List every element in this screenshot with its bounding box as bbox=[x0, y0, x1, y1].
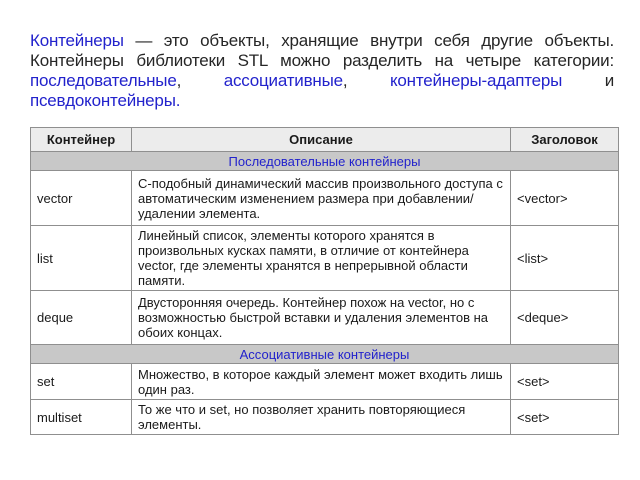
cell-container-name: list bbox=[30, 225, 132, 291]
col-header-container: Контейнер bbox=[30, 127, 132, 152]
section-row-sequential: Последовательные контейнеры bbox=[30, 151, 619, 171]
cell-header-file: <list> bbox=[510, 225, 619, 291]
intro-conjunction: и bbox=[562, 71, 615, 90]
table-row: multiset То же что и set, но позволяет х… bbox=[30, 399, 619, 435]
intro-separator: , bbox=[176, 71, 224, 90]
intro-separator: , bbox=[342, 71, 390, 90]
cell-description: Линейный список, элементы которого храня… bbox=[131, 225, 511, 291]
link-containers[interactable]: Контейнеры bbox=[30, 31, 124, 50]
col-header-description: Описание bbox=[131, 127, 511, 152]
link-sequential[interactable]: последовательные bbox=[30, 71, 177, 90]
cell-container-name: set bbox=[30, 363, 132, 400]
section-title: Последовательные контейнеры bbox=[30, 151, 619, 171]
section-row-associative: Ассоциативные контейнеры bbox=[30, 344, 619, 364]
intro-text: — это объекты, хранящие внутри себя друг… bbox=[30, 31, 614, 70]
table-header-row: Контейнер Описание Заголовок bbox=[30, 127, 619, 152]
cell-description: Двусторонняя очередь. Контейнер похож на… bbox=[131, 290, 511, 345]
link-adapters[interactable]: контейнеры-адаптеры bbox=[389, 71, 563, 90]
containers-table: Контейнер Описание Заголовок Последовате… bbox=[30, 127, 619, 435]
cell-container-name: multiset bbox=[30, 399, 132, 435]
table-row: deque Двусторонняя очередь. Контейнер по… bbox=[30, 290, 619, 345]
section-title: Ассоциативные контейнеры bbox=[30, 344, 619, 364]
cell-header-file: <set> bbox=[510, 363, 619, 400]
table-row: set Множество, в которое каждый элемент … bbox=[30, 363, 619, 400]
cell-description: То же что и set, но позволяет хранить по… bbox=[131, 399, 511, 435]
link-associative[interactable]: ассоциативные bbox=[223, 71, 343, 90]
cell-header-file: <set> bbox=[510, 399, 619, 435]
link-pseudocontainers[interactable]: псевдоконтейнеры. bbox=[30, 91, 181, 110]
cell-container-name: deque bbox=[30, 290, 132, 345]
cell-description: С-подобный динамический массив произволь… bbox=[131, 170, 511, 226]
cell-header-file: <deque> bbox=[510, 290, 619, 345]
table-row: vector С-подобный динамический массив пр… bbox=[30, 170, 619, 226]
table-row: list Линейный список, элементы которого … bbox=[30, 225, 619, 291]
col-header-header-file: Заголовок bbox=[510, 127, 619, 152]
cell-header-file: <vector> bbox=[510, 170, 619, 226]
intro-paragraph: Контейнеры — это объекты, хранящие внутр… bbox=[30, 31, 614, 111]
cell-description: Множество, в которое каждый элемент може… bbox=[131, 363, 511, 400]
cell-container-name: vector bbox=[30, 170, 132, 226]
